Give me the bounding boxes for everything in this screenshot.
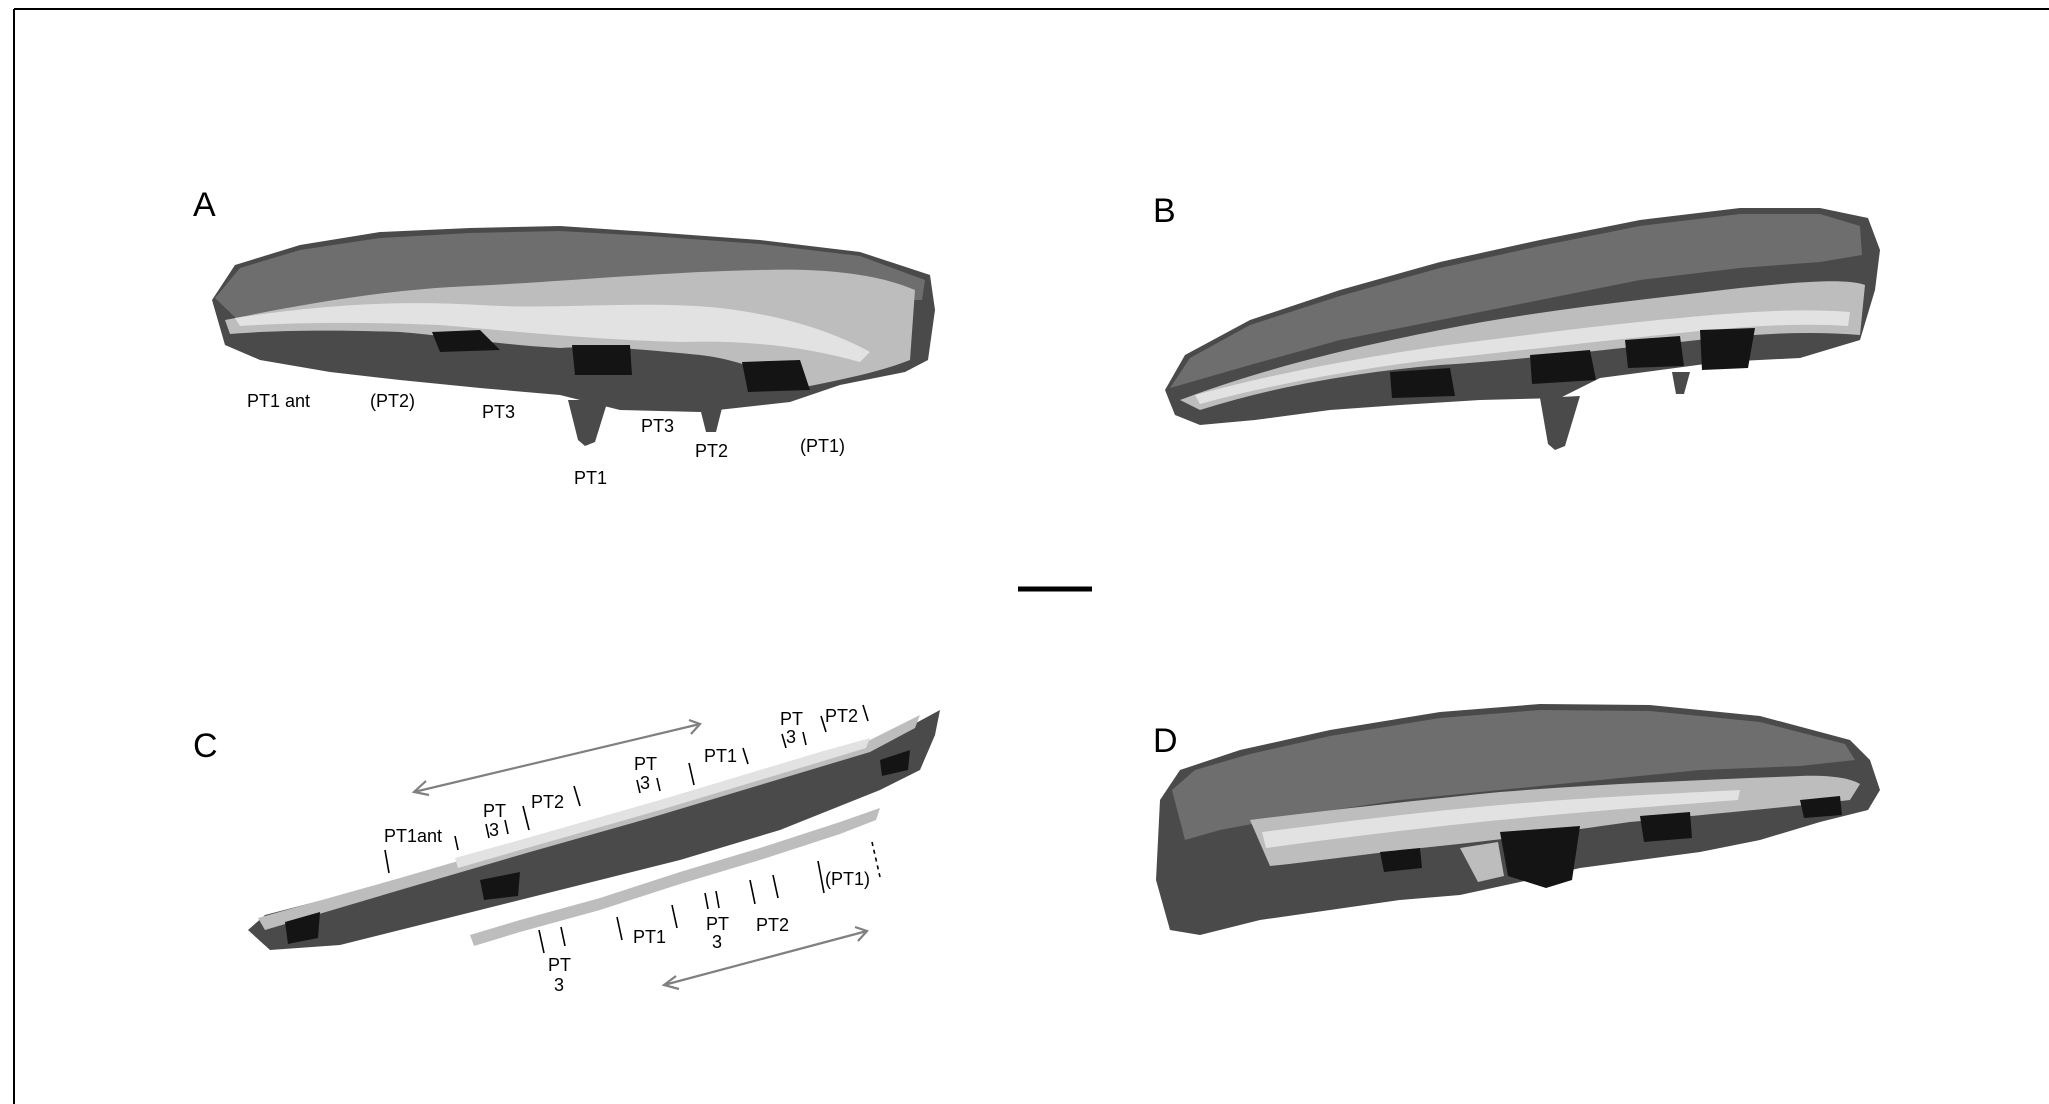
panel-a-label-pt1-center: PT1 (574, 468, 607, 488)
panel-a-label-pt3-left: PT3 (482, 402, 515, 422)
panel-c-label-pt3-d-bottom: 3 (554, 975, 564, 995)
panel-a-specimen (212, 226, 935, 446)
panel-c-label-pt3-a-top: PT (483, 801, 506, 821)
panel-a-label-pt2: PT2 (695, 441, 728, 461)
panel-d-letter: D (1153, 722, 1178, 760)
panel-a-label-pt3-right: PT3 (641, 416, 674, 436)
panel-c-label-pt3-e-top: PT (706, 914, 729, 934)
panel-b-letter: B (1153, 192, 1176, 230)
panel-c-label-pt2-c: PT2 (756, 915, 789, 935)
panel-c-label-pt1-a: PT1 (704, 746, 737, 766)
panel-c-label-pt1-b: PT1 (633, 927, 666, 947)
panel-c-label-pt1ant: PT1ant (384, 826, 442, 846)
panel-c-label-pt2-a: PT2 (531, 792, 564, 812)
panel-c-specimen (248, 710, 940, 950)
panel-c-label-pt2-b: PT2 (825, 706, 858, 726)
panel-d-specimen (1156, 704, 1880, 935)
panel-a-label-pt2-paren: (PT2) (370, 391, 415, 411)
panel-c-upper-ticks (384, 704, 869, 874)
panel-c-upper-arrow (411, 718, 702, 797)
panel-c-label-pt3-d-top: PT (548, 955, 571, 975)
panel-a: A PT1 ant (PT2) PT3 PT3 PT2 (PT1) PT1 (193, 186, 935, 488)
panel-a-letter: A (193, 186, 216, 224)
panel-a-label-pt1-ant: PT1 ant (247, 391, 310, 411)
panel-d: D (1153, 704, 1880, 935)
panel-b: B (1153, 192, 1880, 450)
panel-b-specimen (1165, 208, 1880, 450)
panel-c-label-pt3-e-bottom: 3 (712, 932, 722, 952)
panel-c: C (193, 704, 940, 995)
panel-c-lower-arrow (661, 925, 869, 991)
panel-c-letter: C (193, 727, 218, 765)
panel-c-label-pt3-a-bottom: 3 (489, 820, 499, 840)
panel-c-label-pt3-c-bottom: 3 (786, 727, 796, 747)
panel-c-lower-ticks (538, 841, 881, 954)
panel-c-label-pt3-b-top: PT (634, 754, 657, 774)
panel-a-label-pt1-paren: (PT1) (800, 436, 845, 456)
panel-c-label-pt3-c-top: PT (780, 709, 803, 729)
panel-c-label-pt3-b-bottom: 3 (640, 773, 650, 793)
panel-c-label-pt1-paren: (PT1) (825, 869, 870, 889)
